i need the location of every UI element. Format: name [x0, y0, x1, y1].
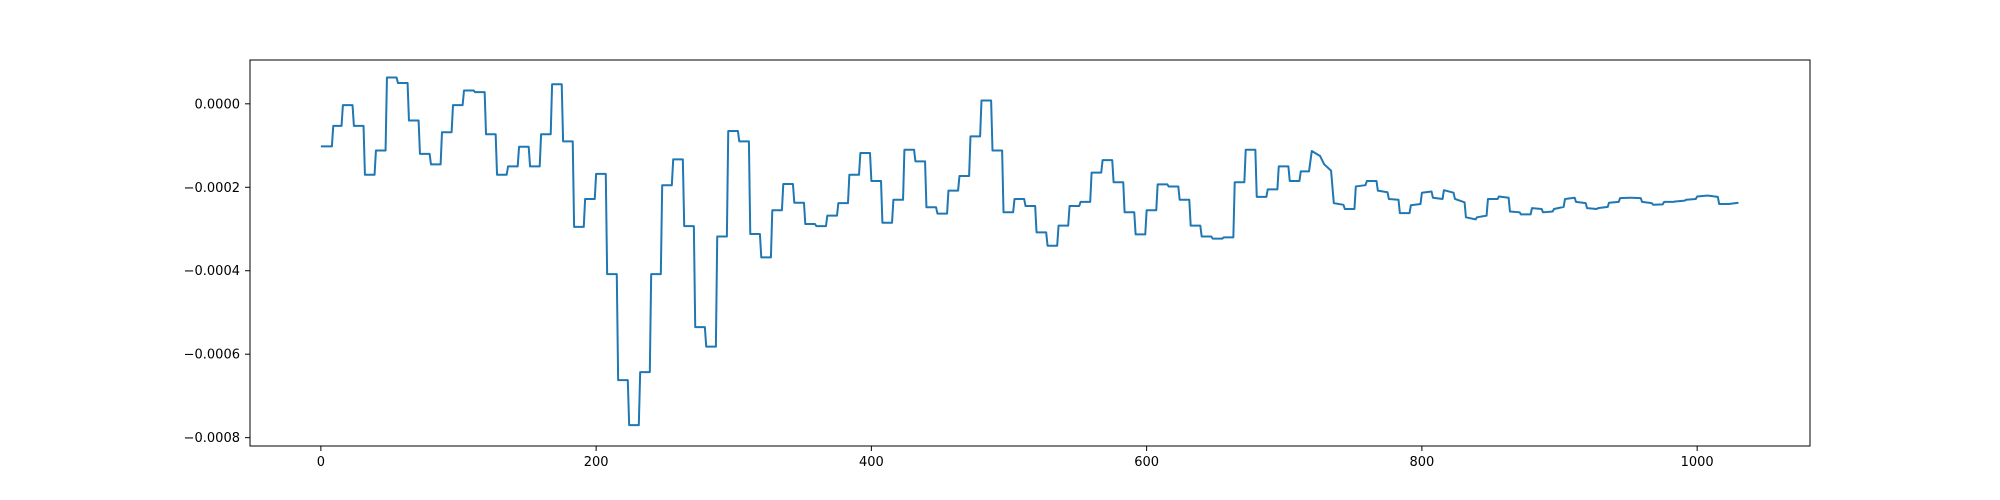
x-tick-label-800: 800 [1409, 455, 1434, 470]
x-tick-label-1000: 1000 [1681, 455, 1714, 470]
y-tick-label-0: 0.0000 [195, 97, 241, 112]
y-tick-label-2: −0.0004 [184, 264, 240, 279]
x-tick-label-200: 200 [584, 455, 609, 470]
y-tick-label-1: −0.0002 [184, 181, 240, 196]
y-tick-label-3: −0.0006 [184, 348, 240, 363]
series-line-1 [320, 76, 1739, 427]
x-tick-label-600: 600 [1134, 455, 1159, 470]
plot-frame [249, 59, 1811, 447]
x-tick-label-400: 400 [859, 455, 884, 470]
y-tick-label-4: −0.0008 [184, 431, 240, 446]
x-tick-label-0: 0 [317, 455, 325, 470]
